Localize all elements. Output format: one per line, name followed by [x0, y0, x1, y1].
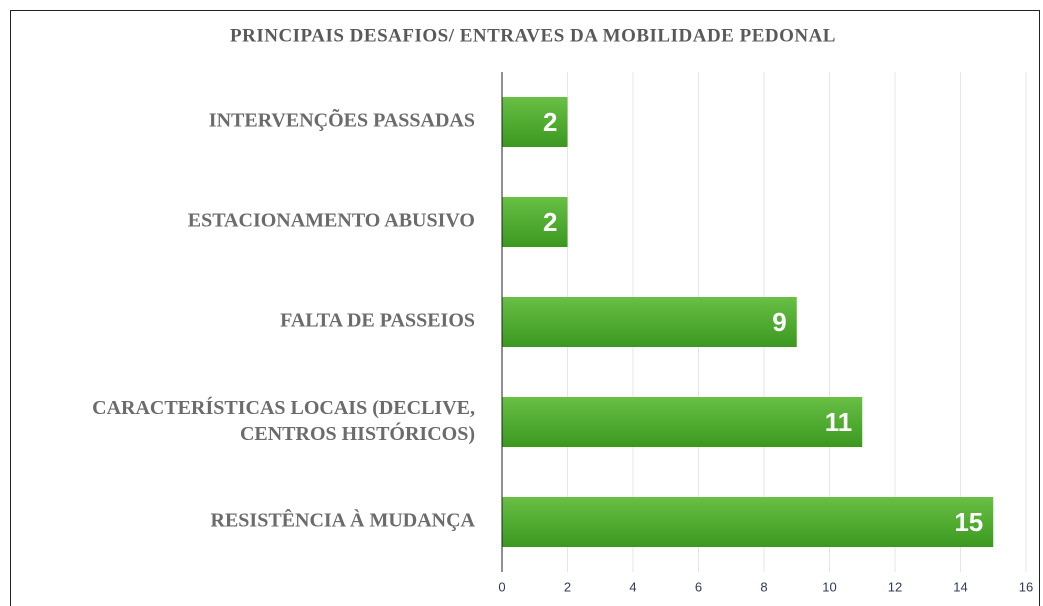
value-label: 11: [825, 407, 853, 437]
y-tick-label: INTERVENÇÕES PASSADAS: [209, 108, 475, 132]
bar: [502, 97, 568, 147]
bar: [502, 497, 994, 547]
x-tick-label: 8: [760, 579, 767, 594]
bar: [502, 397, 863, 447]
value-label: 9: [772, 307, 786, 337]
y-tick-label: CARACTERÍSTICAS LOCAIS (DECLIVE, CENTROS …: [92, 396, 475, 445]
x-tick-label: 10: [822, 579, 836, 594]
value-label: 2: [543, 107, 557, 137]
chart-title: PRINCIPAIS DESAFIOS/ ENTRAVES DA MOBILID…: [230, 25, 836, 46]
value-label: 15: [954, 507, 983, 537]
y-tick-label: FALTA DE PASSEIOS: [280, 310, 475, 332]
x-tick-label: 14: [953, 579, 967, 594]
bar: [502, 297, 797, 347]
x-tick-label: 12: [888, 579, 902, 594]
x-tick-label: 6: [695, 579, 702, 594]
frame: [10, 10, 1040, 606]
x-tick-label: 4: [629, 579, 636, 594]
value-label: 2: [543, 207, 557, 237]
x-tick-label: 0: [498, 579, 505, 594]
y-tick-label: ESTACIONAMENTO ABUSIVO: [188, 210, 475, 232]
bar: [502, 197, 568, 247]
x-tick-label: 2: [564, 579, 571, 594]
x-tick-label: 16: [1019, 579, 1033, 594]
y-tick-label: RESISTÊNCIA À MUDANÇA: [211, 508, 476, 532]
